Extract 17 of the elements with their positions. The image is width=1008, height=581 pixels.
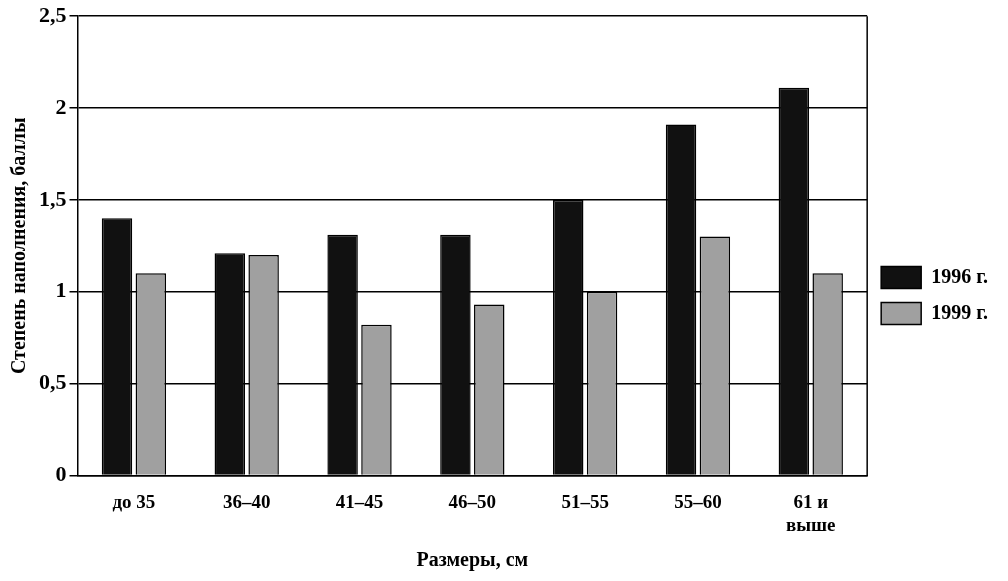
legend-label: 1999 г. [931, 300, 988, 323]
y-tick-label: 2 [55, 93, 67, 119]
y-tick-label: 2,5 [39, 1, 67, 27]
y-axis-title: Степень наполнения, баллы [7, 117, 30, 375]
x-tick-label: 41–45 [335, 490, 384, 512]
x-tick-label: 55–60 [674, 490, 722, 512]
x-tick-label: 61 и выше [785, 490, 836, 535]
x-axis-title: Размеры, см [416, 548, 529, 572]
x-tick-label: до 35 [112, 490, 156, 512]
x-tick-label: 46–50 [448, 490, 497, 512]
y-tick-label: 1,5 [39, 185, 67, 211]
x-tick-label: 36–40 [222, 490, 271, 512]
x-tick-label: 51–55 [561, 490, 609, 512]
y-tick-label: 0,5 [39, 369, 67, 395]
legend-label: 1996 г. [931, 264, 988, 287]
y-tick-label: 0 [55, 461, 67, 487]
y-tick-label: 1 [55, 277, 67, 303]
